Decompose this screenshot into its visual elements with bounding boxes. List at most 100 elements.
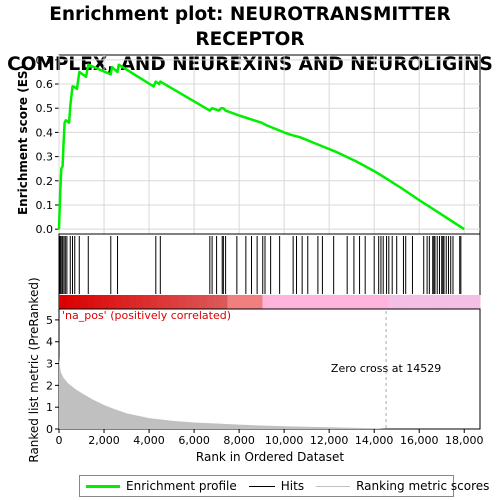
rank-color-band-segment [332,295,341,309]
rank-color-band-segment [283,295,292,309]
legend-label-metric: Ranking metric scores [356,479,490,493]
es-panel: 0.0 0.1 0.2 0.3 0.4 0.5 0.6 0.7 [36,54,480,236]
rank-color-band-segment [94,295,102,309]
rank-color-band-segment [143,295,151,309]
rank-color-band-segment [269,295,278,309]
metric-ylabel: Ranked list metric (PreRanked) [27,277,41,462]
metric-ytick-label: 0 [46,423,53,436]
rank-color-band-segment [87,295,95,309]
es-panel-frame [58,54,481,235]
rank-color-band-segment [465,295,474,309]
ranking-metric-area [59,357,387,429]
rank-color-band-segment [423,295,432,309]
rank-color-band-segment [241,295,249,309]
rank-color-band-segment [416,295,425,309]
xtick-label: 4,000 [133,434,165,447]
metric-ytick-label: 3 [46,358,53,371]
rank-color-band-segment [220,295,228,309]
hits-panel [59,236,481,309]
legend-swatch-metric [316,485,351,487]
es-ytick-label: 0.6 [36,78,54,91]
xtick-label: 6,000 [178,434,210,447]
es-ytick-label: 0.2 [36,175,54,188]
rank-color-band-segment [276,295,285,309]
rank-color-band-segment [255,295,263,309]
rank-color-band-segment [164,295,172,309]
xlabel: Rank in Ordered Dataset [196,450,344,464]
legend: Enrichment profile Hits Ranking metric s… [79,475,489,497]
rank-color-band-segment [402,295,411,309]
pos-correlated-label: 'na_pos' (positively correlated) [62,309,231,322]
rank-color-band-segment [472,295,481,309]
rank-color-band-segment [136,295,144,309]
es-ytick-label: 0.7 [36,54,54,67]
legend-swatch-hits [248,485,275,487]
legend-swatch-enrichment [86,484,120,488]
xtick-label: 2,000 [88,434,120,447]
rank-color-band-segment [318,295,327,309]
rank-color-band-segment [304,295,313,309]
rank-color-band-segment [388,295,397,309]
es-ytick-label: 0.1 [36,199,54,212]
xtick-label: 10,000 [265,434,304,447]
rank-color-band-segment [409,295,418,309]
rank-color-band-segment [101,295,109,309]
rank-color-band-segment [115,295,123,309]
rank-color-band-segment [108,295,116,309]
rank-color-band-segment [437,295,446,309]
rank-color-band-segment [80,295,88,309]
rank-color-band-segment [73,295,81,309]
xtick-label: 0 [56,434,63,447]
rank-color-band-segment [374,295,383,309]
xtick-label: 18,000 [445,434,484,447]
rank-color-band-segment [290,295,299,309]
rank-color-band-segment [192,295,200,309]
es-ytick-label: 0.0 [36,223,54,236]
es-ytick-label: 0.3 [36,151,54,164]
rank-color-band-segment [178,295,186,309]
rank-color-band-segment [444,295,453,309]
rank-color-band-segment [297,295,306,309]
rank-color-band-segment [339,295,348,309]
rank-color-band-segment [311,295,320,309]
metric-ytick-label: 2 [46,379,53,392]
legend-item-hits: Hits [248,479,305,493]
rank-color-band-segment [157,295,165,309]
rank-color-band-segment [353,295,362,309]
rank-color-band-segment [234,295,242,309]
rank-color-band-segment [171,295,179,309]
metric-panel: 0 1 2 3 4 5 Zero cross at 14529 'na_pos' (posit… [46,309,483,447]
rank-color-band-segment [430,295,439,309]
es-ylabel: Enrichment score (ES) [16,65,30,215]
rank-color-band-segment [122,295,130,309]
chart-title-line1: Enrichment plot: NEUROTRANSMITTER RECEPT… [49,4,451,50]
rank-color-band-segment [367,295,376,309]
rank-color-band-segment [360,295,369,309]
rank-color-band-segment [248,295,256,309]
legend-item-metric: Ranking metric scores [316,479,489,493]
metric-ytick-label: 5 [46,314,53,327]
es-ytick-label: 0.4 [36,126,54,139]
zero-cross-label: Zero cross at 14529 [331,362,441,375]
enrichment-profile-line [57,63,465,231]
rank-color-band-segment [325,295,334,309]
rank-color-band-segment [59,295,67,309]
rank-color-band-segment [381,295,390,309]
es-ytick-label: 0.5 [36,102,54,115]
rank-color-band-segment [150,295,158,309]
rank-color-band-segment [206,295,214,309]
legend-item-enrichment: Enrichment profile [86,479,237,493]
xtick-label: 12,000 [310,434,349,447]
rank-color-band-segment [185,295,193,309]
legend-label-hits: Hits [280,479,305,493]
rank-color-band-segment [346,295,355,309]
rank-color-band-segment [458,295,467,309]
xtick-label: 16,000 [400,434,439,447]
xtick-label: 8,000 [223,434,255,447]
rank-color-band-segment [262,295,270,309]
xtick-label: 14,000 [355,434,394,447]
rank-color-band-segment [451,295,460,309]
metric-ytick-label: 1 [46,401,53,414]
metric-ytick-label: 4 [46,336,53,349]
